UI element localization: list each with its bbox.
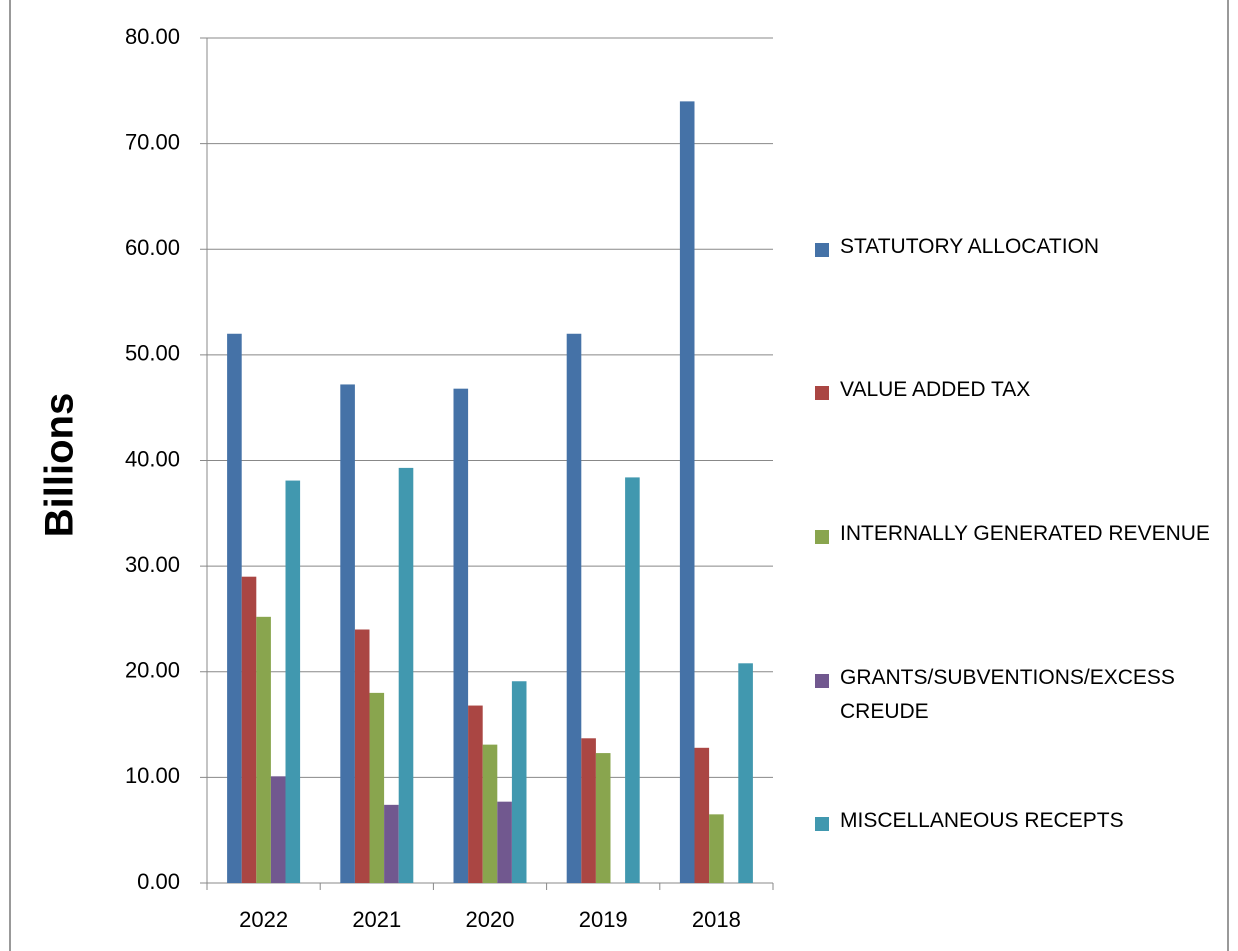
- bar: [709, 814, 724, 883]
- y-tick-label: 80.00: [125, 24, 180, 49]
- bar: [497, 801, 512, 883]
- bar: [384, 804, 399, 883]
- legend-label: INTERNALLY GENERATED REVENUE: [840, 522, 1210, 545]
- bar: [241, 576, 257, 883]
- bar: [511, 681, 527, 883]
- y-tick-label: 40.00: [125, 446, 180, 471]
- legend-entry: STATUTORY ALLOCATION: [815, 235, 1210, 264]
- bar: [566, 333, 582, 883]
- bar: [595, 753, 611, 883]
- x-tick-label: 2021: [352, 907, 401, 932]
- bar: [270, 776, 286, 883]
- bar: [468, 705, 483, 883]
- legend-swatch: [815, 530, 829, 544]
- legend-swatch: [815, 243, 829, 257]
- y-tick-label: 0.00: [137, 869, 180, 894]
- x-tick-label: 2018: [692, 907, 741, 932]
- legend-swatch: [815, 674, 829, 688]
- legend-entry: VALUE ADDED TAX: [815, 378, 1210, 407]
- legend-label: VALUE ADDED TAX: [840, 378, 1031, 401]
- y-tick-label: 70.00: [125, 129, 180, 154]
- bar: [227, 333, 242, 883]
- legend-swatch: [815, 386, 829, 400]
- bar: [482, 744, 498, 883]
- bar: [453, 388, 469, 883]
- bar: [285, 480, 301, 883]
- bar: [340, 384, 355, 883]
- y-tick-label: 30.00: [125, 552, 180, 577]
- bar: [581, 738, 596, 883]
- legend-entry: MISCELLANEOUS RECEPTS: [815, 809, 1210, 838]
- legend-label: MISCELLANEOUS RECEPTS: [840, 809, 1124, 832]
- legend-label: GRANTS/SUBVENTIONS/EXCESS CREUDE: [840, 666, 1175, 723]
- legend-label: STATUTORY ALLOCATION: [840, 235, 1100, 258]
- bar: [679, 101, 695, 883]
- bar: [625, 477, 640, 883]
- x-tick-label: 2022: [239, 907, 288, 932]
- legend-entry: INTERNALLY GENERATED REVENUE: [815, 522, 1210, 551]
- bar: [354, 629, 370, 883]
- y-axis-label: Billions: [38, 393, 82, 537]
- y-tick-label: 10.00: [125, 763, 180, 788]
- legend-entry: GRANTS/SUBVENTIONS/EXCESS CREUDE: [815, 666, 1210, 729]
- bar: [369, 692, 385, 883]
- x-tick-label: 2019: [579, 907, 628, 932]
- bar: [694, 747, 710, 883]
- y-tick-label: 50.00: [125, 341, 180, 366]
- bar: [398, 467, 414, 883]
- bar: [738, 663, 753, 883]
- bar: [256, 616, 271, 883]
- legend-swatch: [815, 817, 829, 831]
- x-tick-label: 2020: [466, 907, 515, 932]
- y-tick-label: 20.00: [125, 658, 180, 683]
- y-tick-label: 60.00: [125, 235, 180, 260]
